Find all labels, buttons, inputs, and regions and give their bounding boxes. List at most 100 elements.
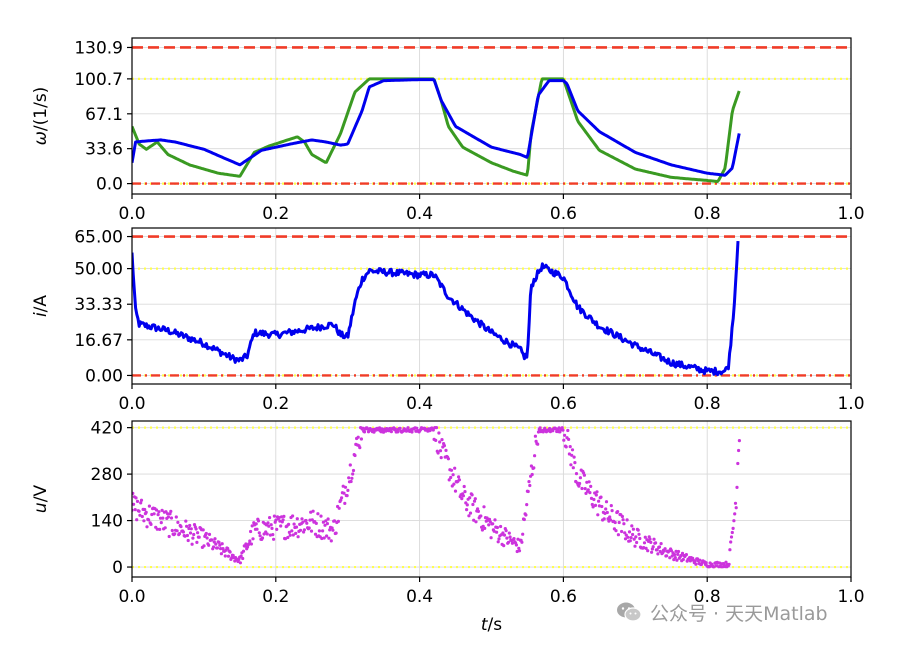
scatter-point [571, 466, 575, 470]
scatter-point [233, 559, 237, 563]
scatter-series [132, 426, 742, 569]
scatter-point [567, 437, 571, 441]
y-tick-label: 140 [91, 512, 123, 532]
scatter-point [438, 449, 443, 453]
scatter-point [590, 502, 594, 507]
scatter-point [506, 540, 511, 544]
scatter-point [497, 537, 501, 541]
scatter-point [133, 508, 137, 512]
scatter-point [337, 506, 341, 510]
scatter-point [496, 540, 500, 544]
scatter-point [642, 541, 647, 545]
scatter-point [648, 537, 652, 541]
scatter-point [517, 549, 522, 553]
scatter-point [356, 435, 360, 439]
scatter-point [217, 540, 221, 545]
scatter-point [578, 476, 583, 480]
scatter-point [613, 520, 617, 525]
scatter-point [656, 552, 660, 556]
scatter-point [166, 512, 170, 516]
y-tick-label: 33.6 [85, 140, 123, 160]
scatter-point [294, 525, 299, 529]
watermark-text: 公众号 · 天天Matlab [650, 602, 828, 625]
scatter-point [221, 547, 225, 551]
x-tick-label: 0.4 [406, 587, 433, 607]
x-tick-label: 0.0 [118, 204, 145, 224]
scatter-point [325, 534, 329, 538]
scatter-point [635, 540, 639, 545]
y-tick-label: 67.1 [85, 105, 123, 125]
scatter-point [331, 528, 335, 532]
x-tick-label: 0.6 [550, 394, 577, 414]
scatter-point [493, 518, 497, 522]
scatter-point [627, 530, 632, 534]
scatter-point [479, 514, 483, 518]
scatter-point [570, 453, 574, 457]
scatter-point [633, 544, 637, 548]
scatter-point [532, 466, 536, 470]
scatter-point [398, 426, 402, 430]
scatter-point [188, 531, 193, 535]
scatter-point [184, 519, 188, 523]
scatter-point [343, 501, 347, 505]
scatter-point [628, 539, 632, 543]
scatter-point [183, 534, 187, 538]
scatter-point [568, 445, 572, 449]
scatter-point [604, 507, 608, 511]
scatter-point [453, 466, 457, 470]
scatter-point [452, 482, 456, 486]
scatter-point [194, 527, 198, 531]
axes-frame [131, 227, 852, 385]
scatter-point [147, 518, 151, 522]
scatter-point [589, 484, 593, 488]
scatter-point [676, 549, 681, 554]
scatter-point [727, 562, 731, 566]
y-tick-label: 100.7 [74, 70, 123, 90]
scatter-point [434, 438, 438, 442]
scatter-point [476, 509, 480, 513]
scatter-point [674, 549, 678, 554]
scatter-point [149, 522, 153, 527]
scatter-point [192, 532, 196, 537]
scatter-point [731, 526, 735, 531]
scatter-point [563, 433, 567, 437]
scatter-point [332, 519, 337, 523]
scatter-point [223, 554, 227, 558]
scatter-point [244, 542, 248, 546]
scatter-point [730, 530, 734, 535]
scatter-point [447, 478, 451, 482]
scatter-point [578, 481, 582, 486]
scatter-point [249, 542, 253, 546]
scatter-point [296, 535, 300, 539]
scatter-point [145, 525, 149, 529]
scatter-point [564, 445, 568, 449]
scatter-point [189, 527, 193, 531]
scatter-point [605, 510, 609, 515]
scatter-point [326, 517, 330, 521]
scatter-point [465, 503, 469, 507]
scatter-point [444, 448, 448, 452]
scatter-point [204, 531, 208, 536]
scatter-point [287, 530, 291, 535]
scatter-point [729, 535, 734, 539]
scatter-point [329, 539, 333, 543]
scatter-point [597, 499, 601, 503]
scatter-point [643, 535, 647, 539]
scatter-point [139, 501, 143, 505]
x-tick-label: 1.0 [837, 587, 864, 607]
scatter-point [144, 510, 148, 514]
scatter-point [629, 536, 633, 540]
scatter-point [487, 523, 491, 527]
scatter-point [201, 528, 205, 532]
scatter-point [473, 497, 477, 501]
scatter-point [154, 508, 159, 512]
y-tick-label: 280 [91, 465, 123, 485]
scatter-point [327, 536, 331, 540]
scatter-point [489, 536, 493, 540]
scatter-point [669, 549, 674, 553]
scatter-point [291, 533, 295, 537]
scatter-point [468, 511, 473, 515]
scatter-point [250, 524, 254, 528]
scatter-point [510, 541, 514, 545]
scatter-point [631, 532, 635, 537]
